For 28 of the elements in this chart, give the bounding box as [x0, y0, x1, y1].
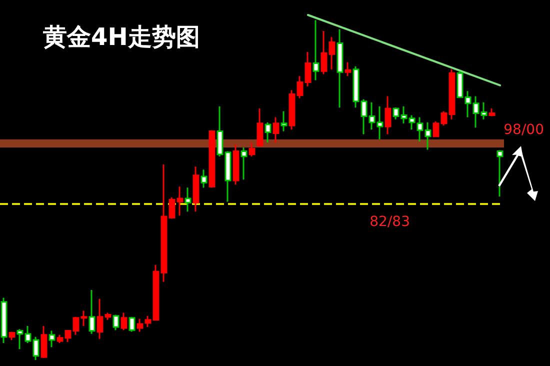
candlestick — [40, 325, 48, 359]
candlestick — [280, 110, 288, 132]
candlestick — [200, 168, 208, 188]
candlestick — [88, 289, 96, 335]
candlestick — [8, 331, 16, 341]
candlestick — [344, 61, 352, 77]
candlestick — [272, 116, 280, 144]
candlestick — [336, 28, 344, 108]
candlestick — [256, 108, 264, 148]
candlestick — [488, 108, 496, 118]
candlestick — [384, 95, 392, 136]
candlestick — [240, 146, 248, 180]
candlestick — [192, 166, 200, 212]
candlestick — [232, 144, 240, 186]
candlestick — [312, 19, 320, 82]
chart-title: 黄金4H走势图 — [42, 23, 200, 51]
annotation: 82/83 — [370, 214, 410, 230]
candlestick — [264, 122, 272, 144]
candlestick — [112, 314, 120, 331]
candlestick — [184, 186, 192, 212]
candlestick — [128, 316, 136, 333]
candlestick — [120, 312, 128, 331]
candlestick — [0, 297, 8, 344]
candlestick — [208, 129, 216, 188]
annotation: 98/00 — [504, 122, 544, 138]
candlestick — [48, 330, 56, 348]
candlestick — [248, 142, 256, 158]
candlestick — [496, 150, 504, 198]
